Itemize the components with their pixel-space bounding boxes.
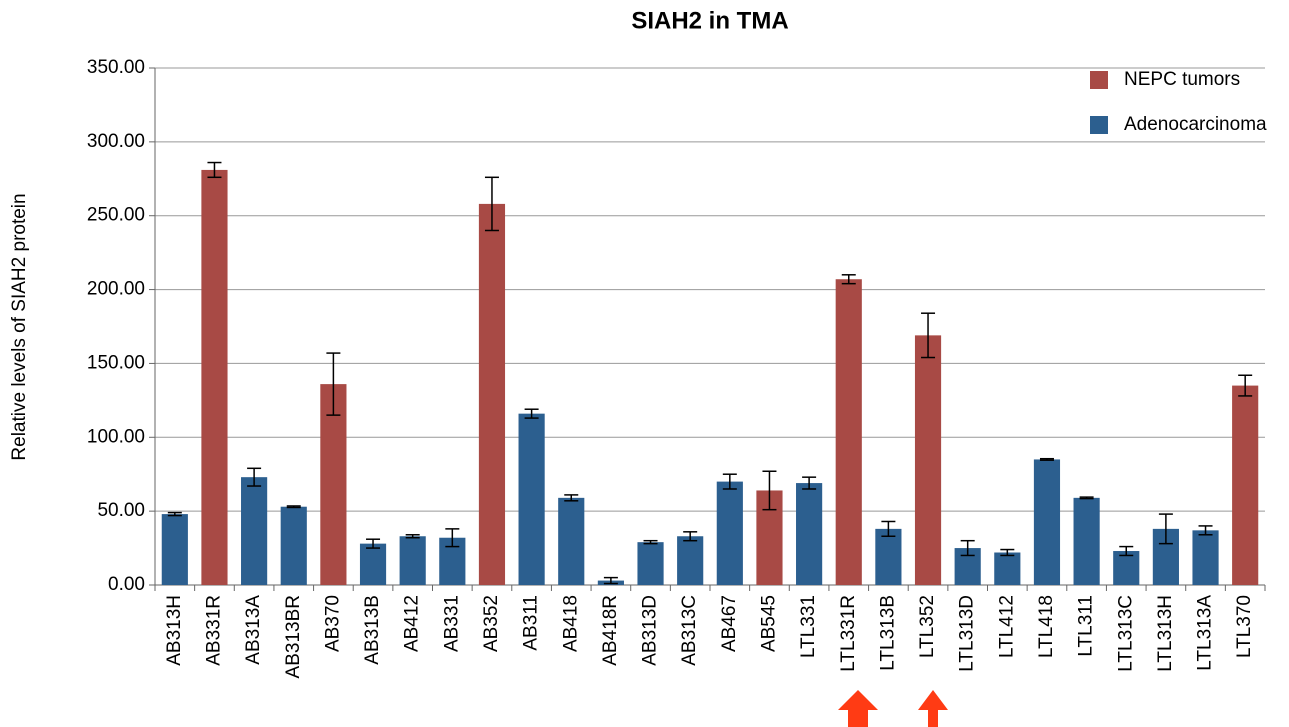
x-tick-label: LTL331R	[838, 595, 859, 672]
x-tick-label: AB313H	[164, 595, 185, 666]
x-tick-label: AB331	[441, 595, 462, 652]
bar	[558, 497, 585, 585]
y-axis-label: Relative levels of SIAH2 protein	[9, 193, 30, 460]
x-tick-label: LTL412	[996, 595, 1017, 658]
x-tick-label: LTL311	[1076, 595, 1097, 657]
y-tick-label: 150.00	[87, 352, 145, 373]
bar	[280, 506, 307, 585]
bar	[796, 483, 823, 585]
legend-label: NEPC tumors	[1124, 69, 1240, 90]
bar	[637, 542, 664, 585]
x-tick-label: AB313BR	[283, 595, 304, 678]
chart-title: SIAH2 in TMA	[631, 7, 788, 34]
y-tick-label: 250.00	[87, 205, 145, 226]
x-tick-label: AB412	[402, 595, 423, 652]
x-tick-label: AB313D	[640, 595, 661, 666]
arrow	[838, 690, 878, 727]
x-tick-label: LTL331	[798, 595, 819, 658]
x-tick-label: LTL418	[1036, 595, 1057, 658]
bar	[994, 552, 1021, 585]
x-tick-label: AB313B	[362, 595, 383, 665]
x-tick-label: LTL370	[1234, 595, 1255, 658]
bar	[1113, 551, 1140, 585]
x-tick-label: AB313C	[679, 595, 700, 666]
bar	[478, 203, 506, 585]
y-tick-label: 50.00	[97, 500, 145, 521]
x-tick-label: LTL352	[917, 595, 938, 658]
bar	[1073, 497, 1100, 585]
bar	[835, 279, 862, 585]
x-tick-label: LTL313H	[1155, 595, 1176, 672]
x-tick-label: AB418	[560, 595, 581, 652]
bar	[1192, 530, 1219, 585]
bar	[677, 536, 704, 585]
y-tick-label: 100.00	[87, 426, 145, 447]
x-tick-label: AB311	[521, 595, 542, 651]
x-tick-label: AB313A	[243, 595, 264, 665]
legend-label: Adenocarcinoma	[1124, 114, 1267, 135]
bar	[359, 543, 387, 585]
x-tick-label: LTL313A	[1195, 595, 1216, 671]
bar	[716, 481, 743, 585]
x-tick-label: LTL313B	[877, 595, 898, 671]
y-tick-label: 200.00	[87, 279, 145, 300]
x-tick-label: AB418R	[600, 595, 621, 666]
x-tick-label: AB467	[719, 595, 740, 652]
bar	[914, 335, 942, 585]
bar	[161, 514, 188, 585]
y-tick-label: 350.00	[87, 57, 145, 78]
arrow	[918, 690, 948, 727]
x-tick-label: LTL313C	[1115, 595, 1136, 672]
bar	[875, 528, 902, 585]
x-tick-label: AB352	[481, 595, 502, 652]
bar	[518, 413, 545, 585]
x-tick-label: AB545	[758, 595, 779, 652]
bar	[1232, 385, 1259, 585]
bar	[241, 477, 268, 585]
bar	[201, 169, 228, 585]
x-tick-label: AB370	[322, 595, 343, 652]
y-tick-label: 300.00	[87, 131, 145, 152]
legend-swatch	[1090, 71, 1108, 89]
legend-swatch	[1090, 116, 1108, 134]
x-tick-label: LTL313D	[957, 595, 978, 672]
y-tick-label: 0.00	[108, 574, 145, 595]
bar	[399, 536, 426, 585]
bar	[320, 384, 347, 585]
x-tick-label: AB331R	[203, 595, 224, 666]
bar	[1033, 459, 1061, 585]
